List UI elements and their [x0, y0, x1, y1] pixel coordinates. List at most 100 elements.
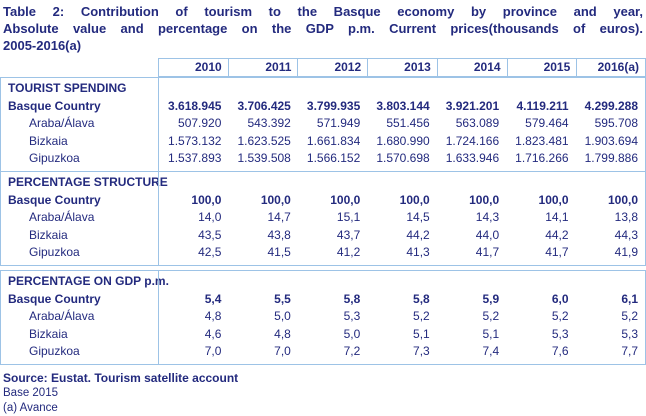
table-row: Bizkaia 1.573.132 1.623.525 1.661.834 1.680.…: [1, 132, 645, 150]
value-cell: 44,2: [406, 227, 430, 242]
value-cell: 7,3: [413, 344, 430, 359]
value-cell: 1.716.266: [515, 151, 569, 166]
value-cell: 13,8: [614, 210, 638, 225]
value-cell: 7,4: [482, 344, 500, 359]
value-cell: 551.456: [386, 116, 430, 131]
value-cell: 100,0: [538, 192, 569, 207]
value-cell: 1.823.481: [515, 133, 569, 148]
value-cell: 14,3: [475, 210, 500, 225]
value-cell: 43,5: [198, 227, 222, 242]
table-section: PERCENTAGE STRUCTURE Basque Country 100,0 1…: [0, 171, 646, 266]
row-label: Bizkaia: [29, 133, 68, 148]
value-cell: 5,8: [343, 291, 361, 306]
value-cell: 5,2: [413, 309, 430, 324]
year-header-row: 2010 2011 2012 2013 2014 2015 2016(a): [0, 58, 646, 77]
table-title: Table 2: Contribution of tourism to the …: [0, 0, 646, 54]
value-cell: 1.570.698: [376, 151, 430, 166]
value-cell: 1.623.525: [237, 133, 291, 148]
value-cell: 1.724.166: [445, 133, 500, 148]
value-cell: 595.708: [594, 116, 638, 131]
value-cell: 5,4: [204, 291, 222, 306]
value-cell: 43,7: [336, 227, 361, 242]
title-line-3: 2005-2016(a): [3, 38, 82, 53]
value-cell: 41,7: [475, 245, 500, 260]
year-header-spacer: [0, 58, 158, 77]
value-cell: 5,8: [413, 291, 430, 306]
value-cell: 14,5: [406, 210, 430, 225]
table-row: Araba/Álava 4,8 5,0 5,3 5,2 5,2 5,2 5,2: [1, 308, 645, 326]
row-label: Gipuzkoa: [29, 245, 80, 260]
value-cell: 44,2: [545, 227, 569, 242]
value-cell: 1.537.893: [168, 151, 222, 166]
value-cell: 4.119.211: [516, 98, 569, 113]
value-cell: 44,3: [614, 227, 638, 242]
value-cell: 1.661.834: [306, 133, 361, 148]
value-cell: 5,3: [621, 326, 638, 341]
table-footer: Source: Eustat. Tourism satellite accoun…: [0, 371, 646, 416]
value-cell: 5,3: [551, 326, 569, 341]
table-row: Gipuzkoa 42,5 41,5 41,2 41,3 41,7 41,7 41,9: [1, 244, 645, 262]
value-cell: 543.392: [247, 116, 291, 131]
value-cell: 6,0: [551, 291, 569, 306]
value-cell: 4,8: [274, 326, 291, 341]
value-cell: 563.089: [455, 116, 500, 131]
value-cell: 7,7: [621, 344, 638, 359]
value-cell: 7,0: [274, 344, 291, 359]
column-header-year: 2010: [158, 58, 228, 77]
title-line-1: Table 2: Contribution of tourism to the …: [3, 4, 643, 19]
base-note: Base 2015: [3, 387, 58, 399]
value-cell: 5,0: [274, 309, 291, 324]
value-cell: 15,1: [336, 210, 361, 225]
row-label: Bizkaia: [29, 326, 68, 341]
value-cell: 7,6: [551, 344, 569, 359]
table-section: PERCENTAGE ON GDP p.m. Basque Country 5,4 5…: [0, 270, 646, 365]
data-table: 2010 2011 2012 2013 2014 2015 2016(a) TOURIST …: [0, 58, 646, 365]
section-heading: PERCENTAGE ON GDP p.m.: [8, 274, 169, 288]
column-header-year: 2012: [297, 58, 368, 77]
value-cell: 100,0: [330, 192, 361, 207]
row-label: Araba/Álava: [29, 210, 95, 225]
section-heading: TOURIST SPENDING: [8, 81, 127, 95]
value-cell: 14,1: [545, 210, 569, 225]
value-cell: 3.803.144: [376, 98, 430, 113]
row-label: Basque Country: [8, 98, 101, 113]
row-label: Gipuzkoa: [29, 344, 80, 359]
value-cell: 507.920: [178, 116, 222, 131]
table-row: Gipuzkoa 7,0 7,0 7,2 7,3 7,4 7,6 7,7: [1, 343, 645, 361]
value-cell: 14,0: [198, 210, 222, 225]
column-header-year: 2016(a): [576, 58, 646, 77]
value-cell: 5,2: [551, 309, 569, 324]
table-section: TOURIST SPENDING Basque Country 3.618.945 3…: [0, 77, 646, 172]
value-cell: 7,0: [204, 344, 222, 359]
value-cell: 4,6: [204, 326, 222, 341]
value-cell: 1.633.946: [445, 151, 500, 166]
value-cell: 6,1: [621, 291, 638, 306]
table-row: Basque Country 100,0 100,0 100,0 100,0 100,0 1…: [1, 191, 645, 209]
title-line-2: Absolute value and percentage on the GDP…: [3, 21, 643, 36]
value-cell: 100,0: [469, 192, 500, 207]
table-row: Araba/Álava 14,0 14,7 15,1 14,5 14,3 14,1 13,8: [1, 209, 645, 227]
value-cell: 5,9: [482, 291, 500, 306]
value-cell: 4,8: [204, 309, 222, 324]
column-header-year: 2015: [506, 58, 577, 77]
value-cell: 5,0: [343, 326, 361, 341]
table-row: Gipuzkoa 1.537.893 1.539.508 1.566.152 1.570…: [1, 150, 645, 168]
column-header-year: 2011: [227, 58, 298, 77]
value-cell: 42,5: [198, 245, 222, 260]
value-cell: 1.903.694: [584, 133, 638, 148]
value-cell: 1.539.508: [237, 151, 291, 166]
value-cell: 100,0: [260, 192, 291, 207]
value-cell: 1.573.132: [168, 133, 222, 148]
value-cell: 100,0: [399, 192, 430, 207]
value-cell: 41,9: [614, 245, 638, 260]
row-label: Gipuzkoa: [29, 151, 80, 166]
column-header-year: 2013: [367, 58, 437, 77]
table-row: Bizkaia 4,6 4,8 5,0 5,1 5,1 5,3 5,3: [1, 325, 645, 343]
value-cell: 41,7: [545, 245, 569, 260]
value-cell: 5,2: [621, 309, 638, 324]
value-cell: 5,3: [343, 309, 361, 324]
row-label: Basque Country: [8, 291, 101, 306]
value-cell: 43,8: [267, 227, 291, 242]
value-cell: 5,2: [482, 309, 500, 324]
